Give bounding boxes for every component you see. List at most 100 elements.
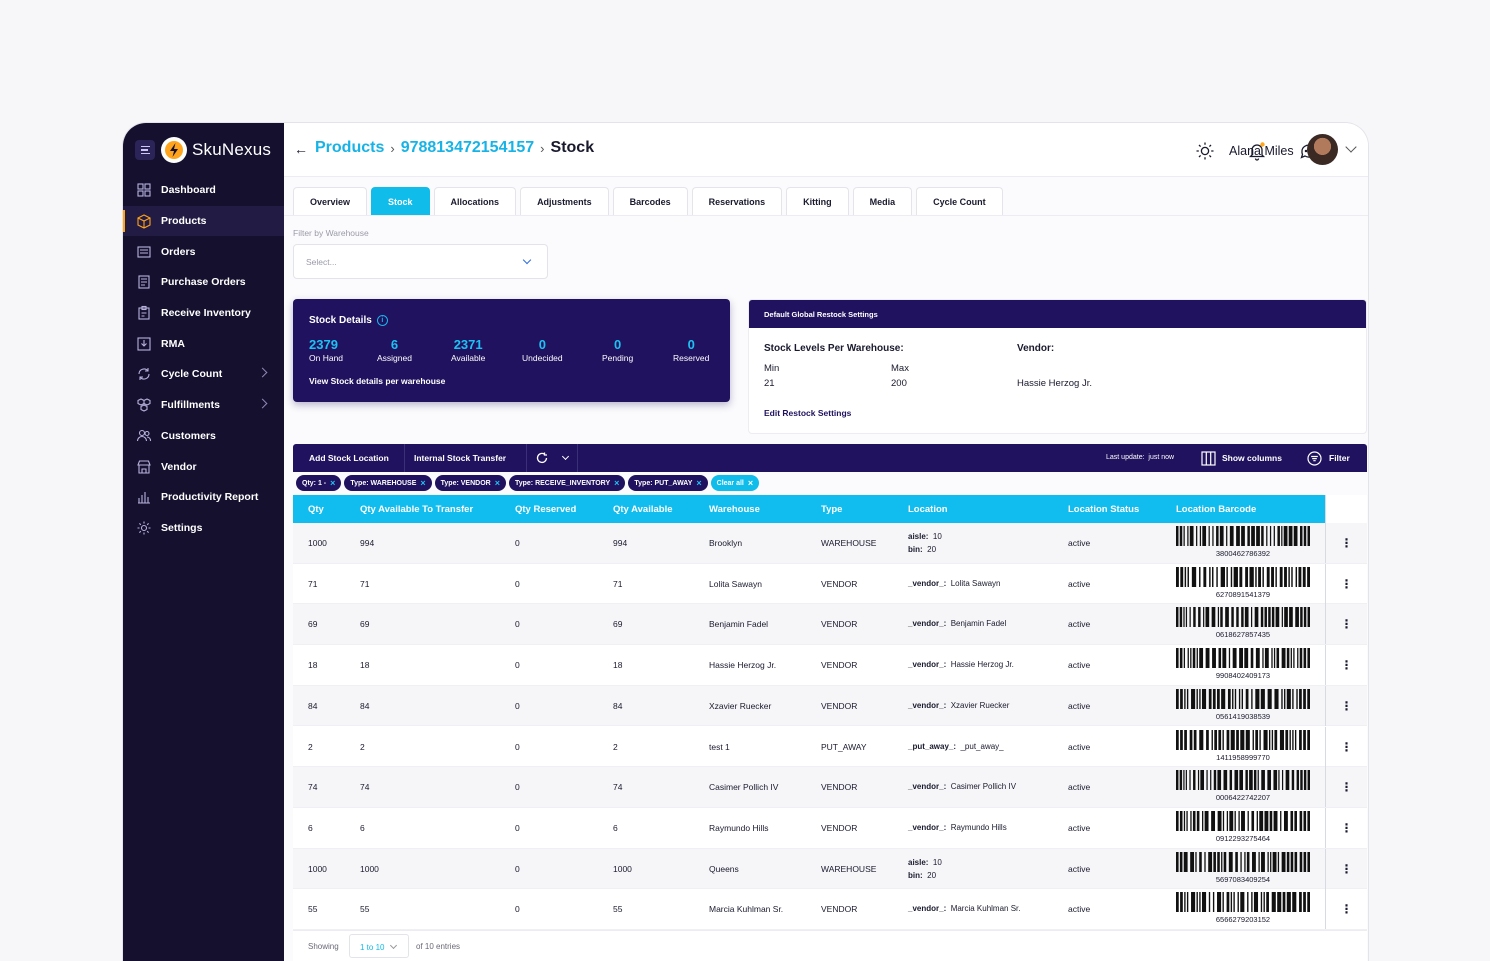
sidebar-item-vendor[interactable]: Vendor [123,451,284,482]
tab-kitting[interactable]: Kitting [786,187,849,215]
refresh-options-chevron-icon[interactable] [561,444,570,472]
column-header-qty-reserved[interactable]: Qty Reserved [515,504,577,515]
cell-warehouse: Raymundo Hills [709,822,769,833]
restock-settings-card: Default Global Restock Settings Stock Le… [748,299,1367,434]
column-header-type[interactable]: Type [821,504,843,515]
sidebar-item-orders[interactable]: Orders [123,236,284,267]
sidebar-item-customers[interactable]: Customers [123,421,284,452]
tab-allocations[interactable]: Allocations [433,187,517,215]
cell-qty: 71 [308,578,318,589]
column-header-location[interactable]: Location [908,504,948,515]
barcode-image [1176,566,1310,587]
info-icon[interactable]: i [376,315,388,326]
row-actions-kebab-icon[interactable]: ⋮ [1325,889,1367,930]
column-header-location-status[interactable]: Location Status [1068,504,1140,515]
edit-restock-settings-link[interactable]: Edit Restock Settings [764,408,852,418]
column-header-location-barcode[interactable]: Location Barcode [1176,504,1257,515]
internal-stock-transfer-button[interactable]: Internal Stock Transfer [414,453,507,463]
sidebar-item-rma[interactable]: RMA [123,328,284,359]
sidebar-item-fulfillments[interactable]: Fulfillments [123,390,284,421]
sidebar-item-cycle-count[interactable]: Cycle Count [123,359,284,390]
view-stock-per-warehouse-link[interactable]: View Stock details per warehouse [309,376,446,386]
user-name[interactable]: Alana Miles [1229,144,1294,158]
tab-stock[interactable]: Stock [371,187,430,215]
cell-transfer: 84 [360,700,370,711]
clear-all-chip[interactable]: Clear all × [710,475,760,491]
cell-warehouse: Lolita Sawayn [709,578,762,589]
boxes-icon [136,397,152,413]
sidebar-item-products[interactable]: Products [123,205,284,237]
tab-adjustments[interactable]: Adjustments [520,187,609,215]
close-icon[interactable]: × [747,478,754,488]
tab-overview[interactable]: Overview [293,187,368,215]
barcode-image [1176,810,1310,831]
column-header-qty[interactable]: Qty [308,504,324,515]
row-actions-kebab-icon[interactable]: ⋮ [1325,604,1367,645]
clear-all-label: Clear all [716,479,744,487]
close-icon[interactable]: × [330,478,336,488]
column-header-qty-available[interactable]: Qty Available [613,504,673,515]
stat-label: On Hand [309,353,344,363]
sidebar-item-dashboard[interactable]: Dashboard [123,175,284,206]
purchase-orders-icon [136,274,152,290]
toolbar-divider [526,444,527,472]
sidebar-item-productivity-report[interactable]: Productivity Report [123,482,284,513]
row-actions-kebab-icon[interactable]: ⋮ [1325,523,1367,563]
chevron-down-icon[interactable] [1345,141,1357,153]
close-icon[interactable]: × [494,478,500,488]
row-actions-kebab-icon[interactable]: ⋮ [1325,848,1367,889]
row-actions-kebab-icon[interactable]: ⋮ [1325,563,1367,604]
row-actions-kebab-icon[interactable]: ⋮ [1325,685,1367,726]
tab-media[interactable]: Media [852,187,913,215]
filter-chip[interactable]: Qty: 1 - × [296,475,342,491]
add-stock-location-button[interactable]: Add Stock Location [309,453,389,463]
stat-available: 2371 Available [451,337,485,363]
filter-warehouse-select[interactable]: Select... [293,244,548,279]
theme-toggle-sun-icon[interactable] [1194,140,1216,162]
breadcrumb-separator-icon: › [540,140,545,156]
main-content: Overview Stock Allocations Adjustments Barco… [284,177,1368,961]
close-icon[interactable]: × [696,478,702,488]
table-header-actions [1325,495,1367,523]
filter-chip[interactable]: Type: WAREHOUSE × [344,475,432,491]
notification-bell-icon[interactable] [1246,140,1268,162]
sidebar-item-settings[interactable]: Settings [123,513,284,544]
close-icon[interactable]: × [420,478,426,488]
cell-qty: 2 [308,741,313,752]
filter-chip[interactable]: Type: VENDOR × [434,475,506,491]
row-actions-kebab-icon[interactable]: ⋮ [1325,767,1367,808]
location-key: _vendor_: [908,904,947,914]
table-row: 55 55 0 55 Marcia Kuhlman Sr. VENDOR _vendor_:… [293,889,1367,930]
back-arrow-icon[interactable]: ← [294,141,308,157]
cell-available: 55 [613,904,623,915]
cell-available: 1000 [613,863,632,874]
row-actions-kebab-icon[interactable]: ⋮ [1325,726,1367,767]
menu-toggle-icon[interactable] [135,140,155,160]
sidebar-item-label: Purchase Orders [161,276,246,289]
column-header-warehouse[interactable]: Warehouse [709,504,760,515]
sidebar-item-receive-inventory[interactable]: Receive Inventory [123,298,284,329]
sidebar-item-purchase-orders[interactable]: Purchase Orders [123,267,284,298]
close-icon[interactable]: × [614,478,620,488]
filter-button[interactable]: Filter [1307,444,1350,472]
refresh-icon[interactable] [535,444,549,472]
tab-barcodes[interactable]: Barcodes [612,187,688,215]
filter-chip[interactable]: Type: RECEIVE_INVENTORY × [508,475,626,491]
breadcrumb-sku[interactable]: 978813472154157 [400,139,535,156]
column-header-qty-available-to-transfer[interactable]: Qty Available To Transfer [360,504,474,515]
chevron-right-icon[interactable] [257,398,268,409]
avatar[interactable] [1307,134,1338,165]
filter-chip[interactable]: Type: PUT_AWAY × [628,475,708,491]
cell-qty: 74 [308,782,318,793]
cell-warehouse: test 1 [709,741,730,752]
tab-cycle-count[interactable]: Cycle Count [916,187,1003,215]
page-size-select[interactable]: 1 to 10 [349,934,409,958]
cell-type: PUT_AWAY [821,741,867,752]
breadcrumb-products[interactable]: Products [315,139,385,156]
row-actions-kebab-icon[interactable]: ⋮ [1325,645,1367,686]
row-actions-kebab-icon[interactable]: ⋮ [1325,807,1367,848]
show-columns-button[interactable]: Show columns [1201,444,1282,472]
cell-qty: 18 [308,660,318,671]
chevron-right-icon[interactable] [257,367,268,378]
tab-reservations[interactable]: Reservations [691,187,783,215]
